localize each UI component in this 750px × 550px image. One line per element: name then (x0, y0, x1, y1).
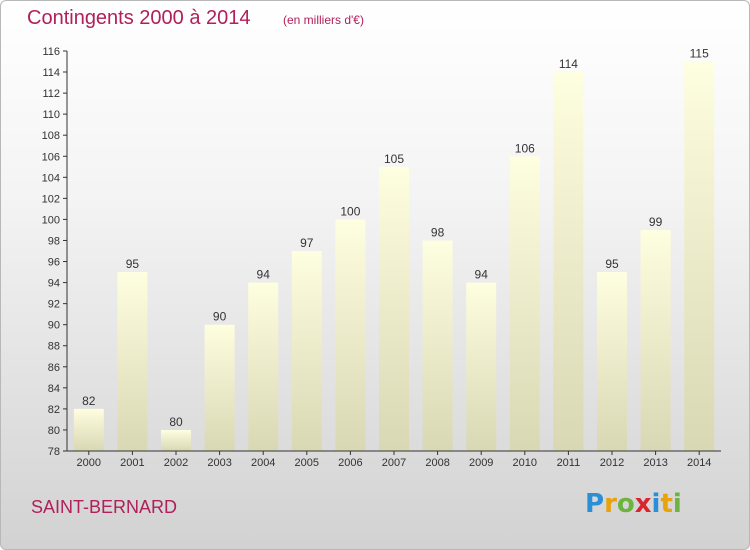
bar-2002 (161, 429, 191, 451)
y-tick-label-78: 78 (48, 446, 60, 458)
y-tick-label-96: 96 (48, 257, 60, 269)
x-tick-label-2013: 2013 (643, 457, 667, 469)
x-tick-label-2003: 2003 (207, 457, 231, 469)
data-label-2012: 95 (605, 257, 619, 271)
bar-2006 (335, 219, 366, 451)
y-tick-label-92: 92 (48, 299, 60, 311)
data-label-2011: 114 (559, 57, 578, 71)
data-label-2007: 105 (384, 152, 404, 166)
x-tick-label-2012: 2012 (600, 457, 624, 469)
y-tick-label-98: 98 (48, 235, 60, 247)
logo-letter: i (672, 489, 682, 519)
x-tick-label-2002: 2002 (164, 457, 188, 469)
data-label-2010: 106 (515, 141, 535, 155)
bar-2005 (291, 251, 322, 451)
logo-letter: i (651, 489, 661, 519)
data-label-2004: 94 (257, 268, 271, 282)
y-tick-label-110: 110 (42, 109, 60, 121)
commune-name: SAINT-BERNARD (31, 497, 178, 517)
data-label-2001: 95 (126, 257, 140, 271)
y-tick-label-102: 102 (42, 193, 60, 205)
y-tick-label-84: 84 (48, 383, 60, 395)
chart-title: Contingents 2000 à 2014 (27, 7, 251, 29)
x-tick-label-2004: 2004 (251, 457, 275, 469)
data-label-2002: 80 (169, 415, 183, 429)
data-label-2008: 98 (431, 225, 445, 239)
bar-2014 (684, 61, 715, 452)
x-tick-label-2009: 2009 (469, 457, 493, 469)
data-label-2013: 99 (649, 215, 663, 229)
y-tick-label-100: 100 (42, 214, 60, 226)
x-tick-label-2007: 2007 (382, 457, 406, 469)
x-tick-label-2000: 2000 (77, 457, 101, 469)
y-tick-label-80: 80 (48, 425, 60, 437)
x-tick-label-2011: 2011 (557, 457, 581, 469)
y-tick-label-108: 108 (42, 130, 60, 142)
bar-2000 (73, 408, 104, 451)
x-tick-label-2001: 2001 (120, 457, 144, 469)
bar-2001 (117, 272, 148, 451)
bar-2011 (553, 72, 584, 451)
logo-letter: o (616, 489, 635, 519)
x-tick-label-2006: 2006 (338, 457, 362, 469)
logo-letter: r (604, 489, 617, 519)
bar-2003 (204, 324, 235, 451)
y-tick-label-114: 114 (42, 67, 60, 79)
y-tick-label-94: 94 (48, 278, 60, 290)
y-tick-label-106: 106 (42, 151, 60, 163)
y-tick-label-104: 104 (42, 172, 60, 184)
x-tick-label-2008: 2008 (425, 457, 449, 469)
data-label-2006: 100 (340, 204, 360, 218)
y-tick-label-88: 88 (48, 341, 60, 353)
bar-2007 (379, 166, 409, 451)
bar-2012 (597, 272, 627, 451)
logo-letter: t (660, 489, 673, 519)
bar-2009 (466, 282, 497, 451)
y-tick-label-116: 116 (42, 46, 60, 58)
logo-letter: P (585, 489, 605, 519)
data-label-2014: 115 (690, 47, 709, 61)
y-tick-label-82: 82 (48, 404, 60, 416)
data-label-2009: 94 (475, 268, 489, 282)
x-tick-label-2014: 2014 (687, 457, 711, 469)
bar-2010 (509, 156, 540, 451)
data-label-2003: 90 (213, 310, 227, 324)
chart-subtitle: (en milliers d'€) (283, 13, 364, 27)
y-tick-label-90: 90 (48, 320, 60, 332)
data-label-2005: 97 (300, 236, 314, 250)
bar-2004 (248, 282, 279, 451)
proxiti-logo: Proxiti (585, 489, 682, 519)
logo-letter: x (634, 489, 652, 519)
y-tick-label-86: 86 (48, 362, 60, 374)
data-label-2000: 82 (82, 394, 96, 408)
x-tick-label-2010: 2010 (513, 457, 537, 469)
y-tick-label-112: 112 (42, 88, 60, 100)
bar-2013 (640, 229, 671, 451)
x-tick-label-2005: 2005 (295, 457, 319, 469)
bar-2008 (422, 240, 453, 451)
